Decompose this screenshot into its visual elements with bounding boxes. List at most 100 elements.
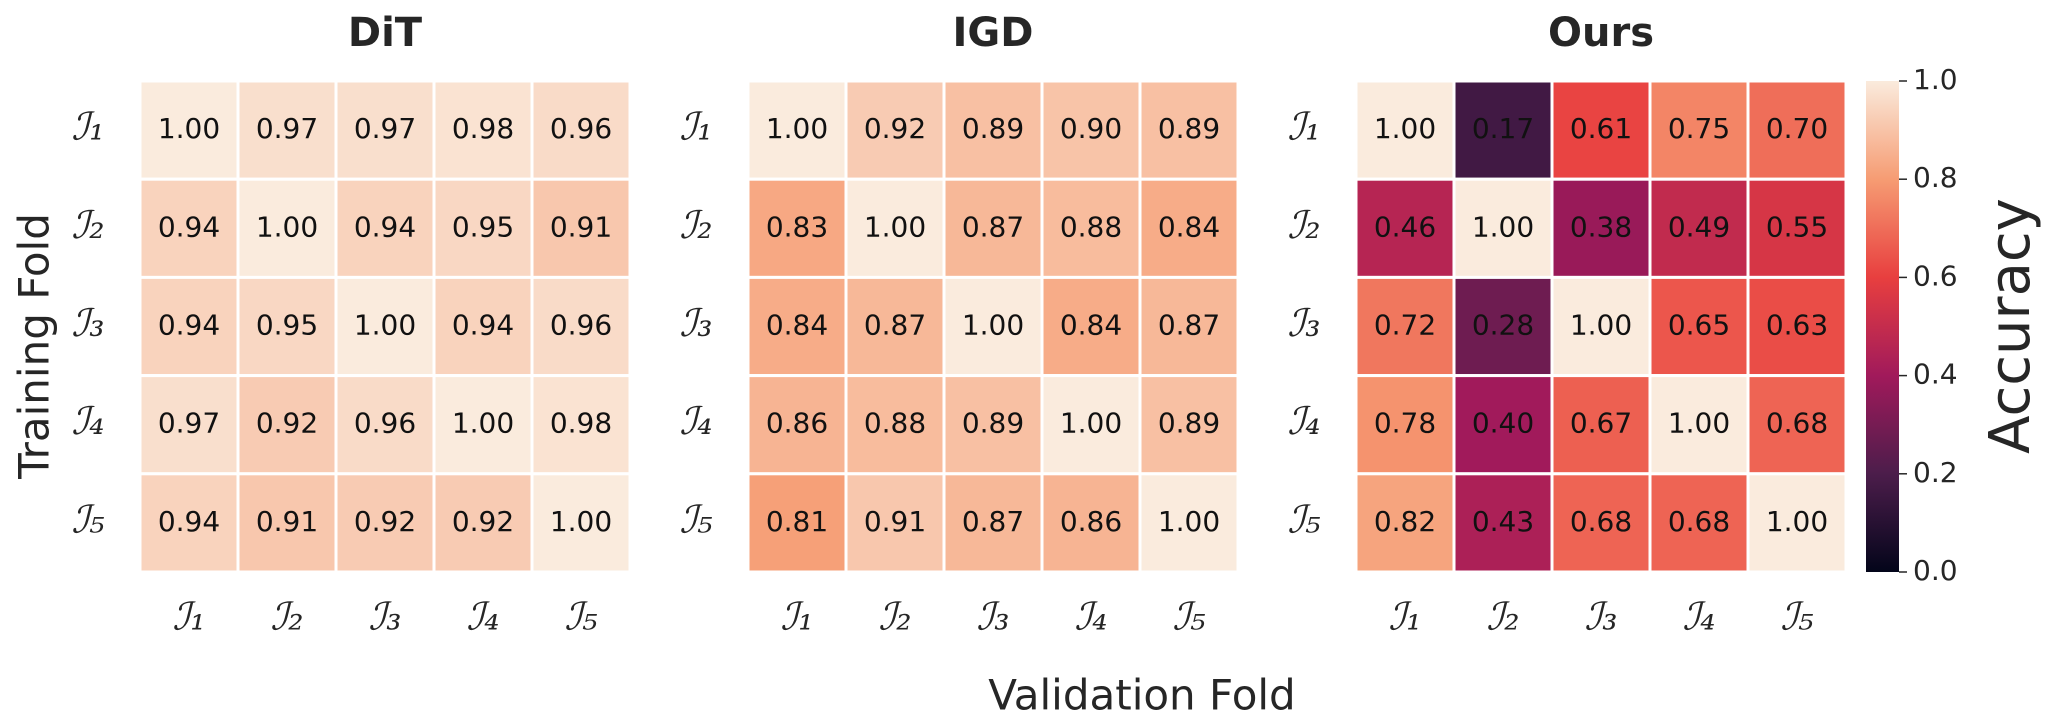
heatmap-cell — [1452, 472, 1554, 574]
heatmap-cell — [1354, 177, 1456, 279]
heatmap-cell — [1550, 79, 1652, 181]
cell-label: 0.46 — [1374, 210, 1436, 243]
heatmap-cell — [746, 177, 848, 279]
cell-label: 1.00 — [766, 112, 828, 145]
cell-label: 0.83 — [766, 210, 828, 243]
heatmap-cell — [1138, 374, 1240, 476]
heatmap-cell — [746, 472, 848, 574]
x-tick-label: ℐ₁ — [780, 595, 813, 639]
colorbar-tick-label: 0.8 — [1913, 161, 1958, 194]
y-tick-label: ℐ₅ — [1287, 497, 1320, 541]
heatmap-cell — [844, 79, 946, 181]
heatmap-cell — [1138, 79, 1240, 181]
cell-label: 0.55 — [1766, 210, 1828, 243]
heatmap-cell — [236, 79, 338, 181]
cell-label: 0.84 — [1060, 309, 1122, 342]
x-tick-label: ℐ₅ — [564, 595, 597, 639]
y-tick-label: ℐ₄ — [71, 399, 104, 443]
cell-label: 0.94 — [354, 210, 416, 243]
heatmap-cell — [1648, 79, 1750, 181]
heatmap-cell — [1354, 374, 1456, 476]
cell-label: 0.89 — [1158, 112, 1220, 145]
chart-title: IGD — [953, 10, 1034, 56]
heatmap-cell — [1138, 472, 1240, 574]
cell-label: 0.91 — [256, 505, 318, 538]
x-tick-label: ℐ₅ — [1780, 595, 1813, 639]
cell-label: 0.92 — [452, 505, 514, 538]
y-tick-label: ℐ₃ — [679, 301, 712, 345]
cell-label: 0.68 — [1766, 407, 1828, 440]
cell-label: 0.65 — [1668, 309, 1730, 342]
cell-label: 1.00 — [354, 309, 416, 342]
heatmap-cell — [844, 275, 946, 378]
heatmap-cell — [530, 472, 632, 574]
cell-label: 0.84 — [1158, 210, 1220, 243]
heatmap-cell — [844, 472, 946, 574]
cell-label: 0.87 — [864, 309, 926, 342]
cell-label: 0.94 — [158, 505, 220, 538]
cell-label: 0.98 — [452, 112, 514, 145]
cell-label: 1.00 — [864, 210, 926, 243]
cell-label: 1.00 — [1668, 407, 1730, 440]
cell-label: 0.28 — [1472, 309, 1534, 342]
heatmap-cell — [432, 275, 534, 378]
x-tick-label: ℐ₁ — [172, 595, 205, 639]
heatmap-cell — [1746, 275, 1848, 378]
cell-label: 0.86 — [766, 407, 828, 440]
cell-label: 0.92 — [256, 407, 318, 440]
cell-label: 1.00 — [256, 210, 318, 243]
cell-label: 0.95 — [452, 210, 514, 243]
y-tick-label: ℐ₂ — [1287, 203, 1320, 247]
heatmap-cell — [1550, 472, 1652, 574]
colorbar-tick-label: 0.6 — [1913, 259, 1958, 292]
x-tick-label: ℐ₄ — [1682, 595, 1715, 639]
cell-label: 0.94 — [158, 210, 220, 243]
heatmap-cell — [942, 472, 1044, 574]
colorbar-tick-label: 0.0 — [1913, 554, 1958, 587]
heatmap-cell — [1648, 374, 1750, 476]
y-tick-label: ℐ₁ — [71, 105, 104, 149]
x-tick-label: ℐ₄ — [466, 595, 499, 639]
heatmap-cell — [138, 472, 240, 574]
heatmap-cell — [1040, 79, 1142, 181]
chart-title: DiT — [348, 10, 423, 56]
heatmap-cell — [138, 177, 240, 279]
cell-label: 0.92 — [354, 505, 416, 538]
cell-label: 0.89 — [962, 407, 1024, 440]
cell-label: 0.91 — [864, 505, 926, 538]
colorbar-tick-label: 1.0 — [1913, 63, 1958, 96]
cell-label: 0.91 — [550, 210, 612, 243]
x-tick-label: ℐ₃ — [368, 595, 401, 639]
heatmap-cell — [236, 275, 338, 378]
cell-label: 1.00 — [962, 309, 1024, 342]
heatmap-cell — [334, 177, 436, 279]
cell-label: 0.43 — [1472, 505, 1534, 538]
heatmap-cell — [1040, 472, 1142, 574]
heatmap-cell — [1550, 374, 1652, 476]
cell-label: 0.81 — [766, 505, 828, 538]
x-tick-label: ℐ₅ — [1172, 595, 1205, 639]
y-tick-label: ℐ₅ — [679, 497, 712, 541]
cell-label: 0.92 — [864, 112, 926, 145]
cell-label: 1.00 — [452, 407, 514, 440]
y-tick-label: ℐ₄ — [679, 399, 712, 443]
heatmap-cell — [236, 374, 338, 476]
x-tick-label: ℐ₂ — [878, 595, 911, 639]
cell-label: 0.40 — [1472, 407, 1534, 440]
cell-label: 0.49 — [1668, 210, 1730, 243]
cell-label: 1.00 — [1766, 505, 1828, 538]
cell-label: 1.00 — [1570, 309, 1632, 342]
x-tick-label: ℐ₄ — [1074, 595, 1107, 639]
y-tick-label: ℐ₁ — [1287, 105, 1320, 149]
heatmap-cell — [1746, 79, 1848, 181]
heatmap-cell — [432, 374, 534, 476]
heatmap-cell — [334, 472, 436, 574]
cell-label: 0.90 — [1060, 112, 1122, 145]
cell-label: 1.00 — [1158, 505, 1220, 538]
cell-label: 0.96 — [550, 309, 612, 342]
cell-label: 1.00 — [1060, 407, 1122, 440]
colorbar-tick-label: 0.2 — [1913, 456, 1958, 489]
y-tick-label: ℐ₅ — [71, 497, 104, 541]
cell-label: 0.97 — [158, 407, 220, 440]
